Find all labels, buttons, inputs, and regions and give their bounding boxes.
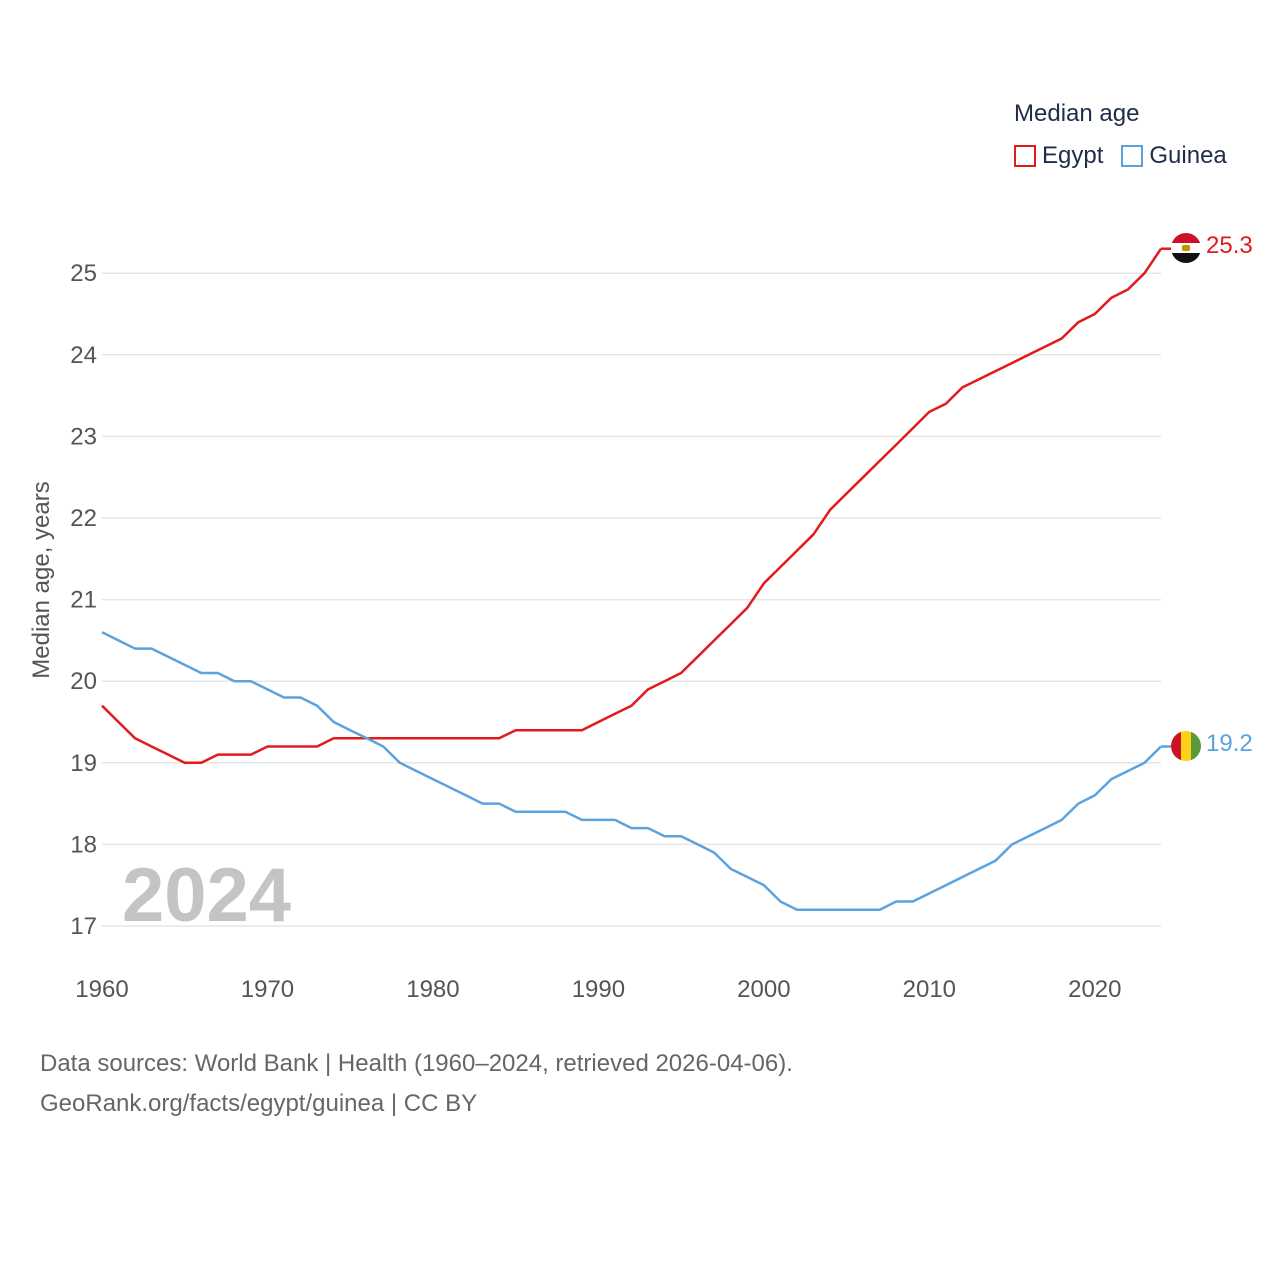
series-line-egypt[interactable] (101, 248, 1163, 765)
y-tick-label-22: 22 (70, 505, 97, 532)
egypt-flag-icon (1171, 233, 1201, 263)
y-tick-label-24: 24 (70, 342, 97, 369)
y-tick-label-20: 20 (70, 668, 97, 695)
legend-label-guinea: Guinea (1149, 142, 1227, 169)
y-tick-label-23: 23 (70, 423, 97, 450)
x-tick-label-1980: 1980 (406, 976, 459, 1003)
guinea-end-value: 19.2 (1206, 730, 1253, 757)
x-tick-label-2000: 2000 (737, 976, 790, 1003)
series-line-guinea[interactable] (101, 631, 1162, 911)
guinea-flag-icon (1171, 731, 1201, 761)
y-tick-labels: 17 18 19 20 21 22 23 24 25 (70, 260, 97, 940)
grid-lines (102, 272, 1161, 927)
x-tick-label-1960: 1960 (75, 976, 128, 1003)
x-tick-label-2020: 2020 (1068, 976, 1121, 1003)
x-tick-labels: 1960 1970 1980 1990 2000 2010 2020 (75, 976, 1121, 1003)
y-tick-label-18: 18 (70, 831, 97, 858)
legend-item-egypt[interactable]: Egypt (1014, 142, 1103, 170)
year-watermark: 2024 (122, 853, 292, 938)
y-tick-label-21: 21 (70, 587, 97, 614)
legend-title: Median age (1014, 100, 1140, 127)
y-tick-label-19: 19 (70, 750, 97, 777)
x-tick-label-2010: 2010 (903, 976, 956, 1003)
y-tick-label-17: 17 (70, 913, 97, 940)
x-tick-label-1990: 1990 (572, 976, 625, 1003)
legend-label-egypt: Egypt (1042, 142, 1104, 169)
footer-link[interactable]: GeoRank.org/facts/egypt/guinea | CC BY (40, 1090, 478, 1117)
legend-swatch-guinea (1121, 145, 1144, 167)
x-tick-label-1970: 1970 (241, 976, 294, 1003)
series-lines (101, 247, 1171, 911)
legend: Egypt Guinea (1014, 142, 1245, 170)
egypt-end-value: 25.3 (1206, 232, 1253, 259)
footer-sources: Data sources: World Bank | Health (1960–… (40, 1050, 793, 1077)
legend-item-guinea[interactable]: Guinea (1121, 142, 1227, 170)
footer: Data sources: World Bank | Health (1960–… (40, 1044, 793, 1124)
legend-swatch-egypt (1014, 145, 1036, 167)
y-tick-label-25: 25 (70, 260, 97, 287)
